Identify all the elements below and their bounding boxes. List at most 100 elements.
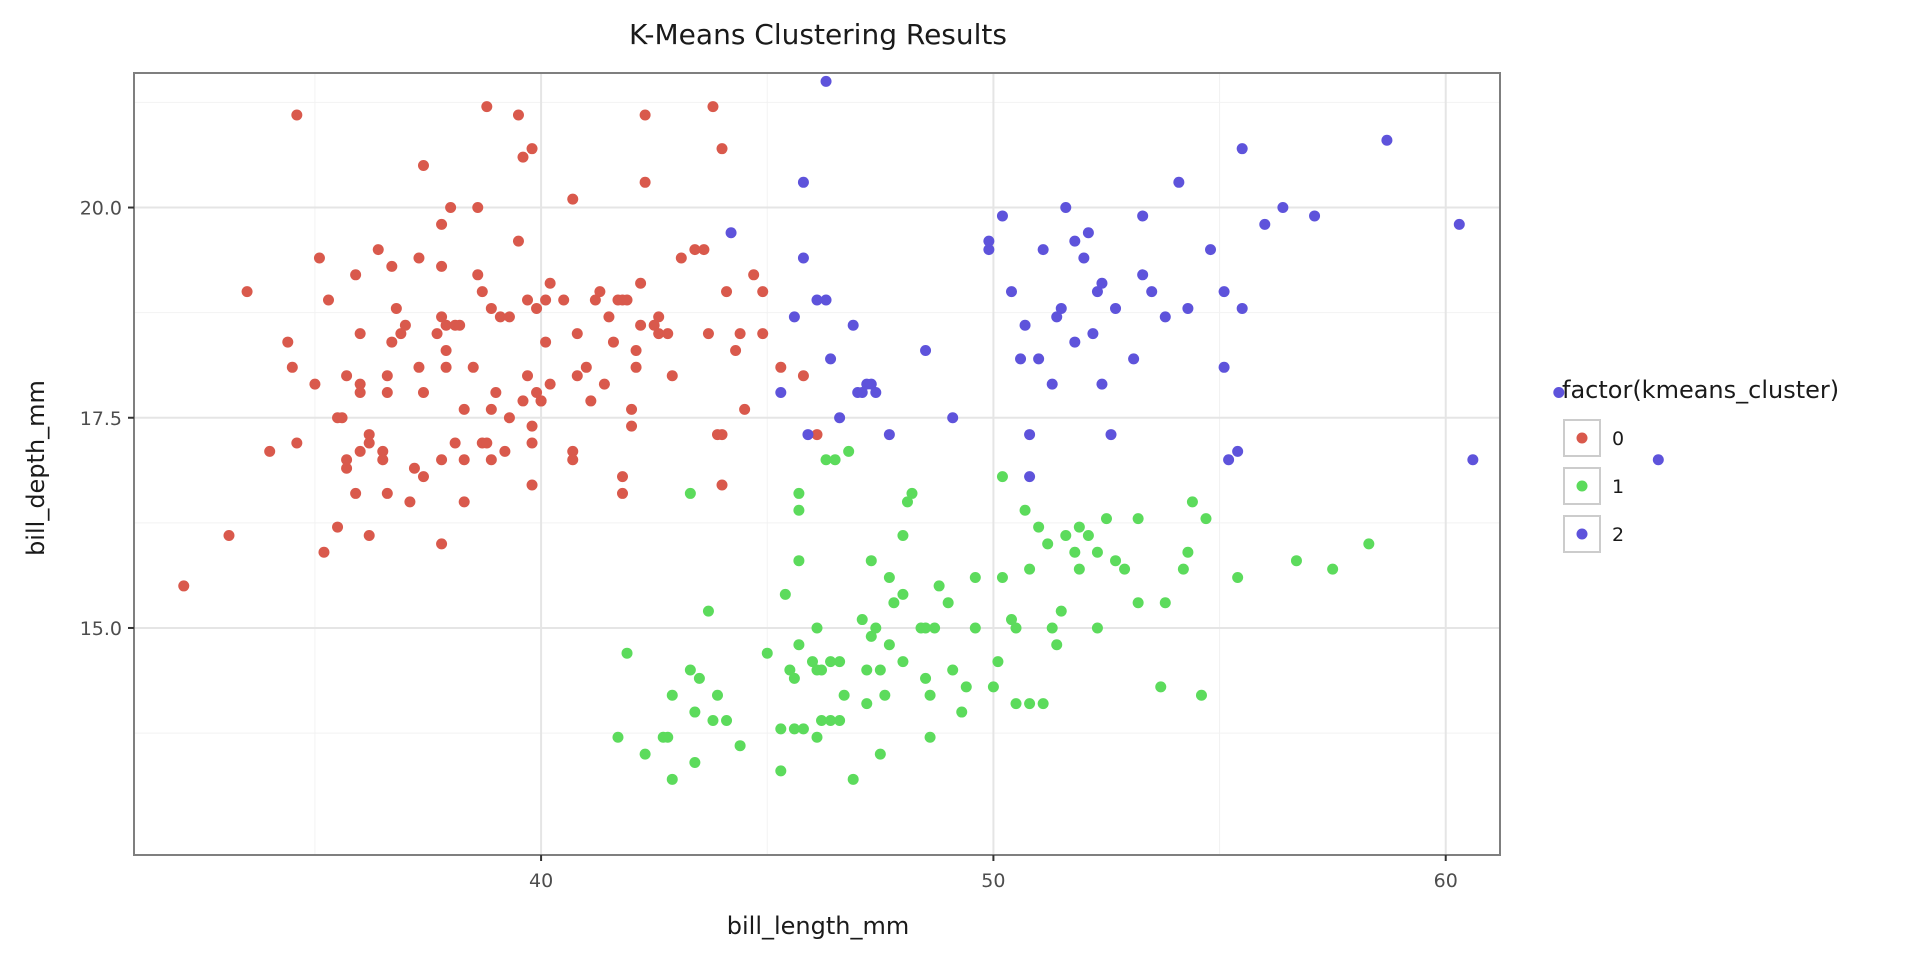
y-tick-label: 20.0 [80, 198, 122, 220]
data-point-cluster-0 [571, 328, 583, 340]
data-point-cluster-2 [1055, 302, 1067, 314]
data-point-cluster-1 [920, 622, 932, 634]
data-point-cluster-2 [1096, 378, 1108, 390]
data-point-cluster-0 [381, 487, 393, 499]
data-point-cluster-2 [797, 176, 809, 188]
data-point-cluster-2 [1182, 302, 1194, 314]
data-point-cluster-1 [1132, 597, 1144, 609]
data-point-cluster-2 [1091, 286, 1103, 298]
data-point-cluster-0 [178, 580, 190, 592]
data-point-cluster-1 [666, 773, 678, 785]
data-point-cluster-1 [793, 555, 805, 567]
data-point-cluster-2 [1024, 471, 1036, 483]
data-point-cluster-2 [1467, 454, 1479, 466]
data-point-cluster-2 [1037, 244, 1049, 256]
data-point-cluster-1 [621, 647, 633, 659]
legend-marker-0 [1576, 432, 1588, 444]
legend-label-1: 1 [1612, 476, 1624, 498]
data-point-cluster-1 [1155, 681, 1167, 693]
data-point-cluster-1 [702, 605, 714, 617]
data-point-cluster-0 [526, 420, 538, 432]
data-point-cluster-1 [788, 723, 800, 735]
data-point-cluster-2 [1005, 286, 1017, 298]
data-point-cluster-0 [454, 319, 466, 331]
data-point-cluster-0 [399, 319, 411, 331]
data-point-cluster-0 [341, 370, 353, 382]
data-point-cluster-0 [395, 328, 407, 340]
data-point-cluster-1 [1290, 555, 1302, 567]
data-point-cluster-0 [313, 252, 325, 264]
data-point-cluster-1 [992, 656, 1004, 668]
data-point-cluster-2 [1236, 143, 1248, 155]
data-point-cluster-2 [1259, 218, 1271, 230]
data-point-cluster-1 [847, 773, 859, 785]
data-point-cluster-1 [811, 731, 823, 743]
x-tick-label: 40 [529, 870, 553, 892]
series-0-points [178, 101, 823, 592]
data-point-cluster-0 [386, 336, 398, 348]
data-point-cluster-1 [856, 614, 868, 626]
data-point-cluster-1 [684, 664, 696, 676]
data-point-cluster-1 [1005, 614, 1017, 626]
data-point-cluster-0 [635, 319, 647, 331]
data-point-cluster-1 [797, 723, 809, 735]
data-point-cluster-1 [693, 672, 705, 684]
data-point-cluster-0 [721, 286, 733, 298]
data-point-cluster-1 [1186, 496, 1198, 508]
data-point-cluster-2 [1218, 361, 1230, 373]
data-point-cluster-0 [535, 395, 547, 407]
data-point-cluster-2 [983, 244, 995, 256]
data-point-cluster-1 [1033, 521, 1045, 533]
data-point-cluster-0 [648, 319, 660, 331]
data-point-cluster-0 [490, 387, 502, 399]
legend-marker-1 [1576, 480, 1588, 492]
data-point-cluster-0 [531, 387, 543, 399]
data-point-cluster-1 [1037, 698, 1049, 710]
data-point-cluster-0 [517, 151, 529, 163]
data-point-cluster-0 [522, 370, 534, 382]
data-point-cluster-0 [309, 378, 321, 390]
data-point-cluster-0 [449, 437, 461, 449]
data-point-cluster-1 [1091, 622, 1103, 634]
data-point-cluster-1 [662, 731, 674, 743]
data-point-cluster-1 [1363, 538, 1375, 550]
data-point-cluster-0 [558, 294, 570, 306]
data-point-cluster-2 [1309, 210, 1321, 222]
data-point-cluster-2 [1046, 378, 1058, 390]
data-point-cluster-1 [689, 706, 701, 718]
data-point-cluster-2 [802, 429, 814, 441]
data-point-cluster-0 [436, 218, 448, 230]
data-point-cluster-1 [933, 580, 945, 592]
data-point-cluster-1 [960, 681, 972, 693]
data-point-cluster-0 [436, 260, 448, 272]
data-point-cluster-1 [924, 731, 936, 743]
data-point-cluster-1 [1069, 546, 1081, 558]
data-point-cluster-1 [1060, 529, 1072, 541]
data-point-cluster-0 [318, 546, 330, 558]
data-point-cluster-2 [1019, 319, 1031, 331]
data-point-cluster-2 [1015, 353, 1027, 365]
data-point-cluster-2 [1069, 235, 1081, 247]
data-point-cluster-0 [666, 370, 678, 382]
data-point-cluster-1 [834, 714, 846, 726]
data-point-cluster-1 [829, 454, 841, 466]
data-point-cluster-0 [621, 294, 633, 306]
data-point-cluster-2 [1060, 202, 1072, 214]
data-point-cluster-0 [702, 328, 714, 340]
data-point-cluster-0 [381, 387, 393, 399]
data-point-cluster-1 [689, 757, 701, 769]
data-point-cluster-0 [675, 252, 687, 264]
data-point-cluster-0 [698, 244, 710, 256]
data-point-cluster-2 [1128, 353, 1140, 365]
data-point-cluster-2 [856, 387, 868, 399]
data-point-cluster-1 [861, 664, 873, 676]
data-point-cluster-2 [1173, 176, 1185, 188]
data-point-cluster-1 [1177, 563, 1189, 575]
y-axis-title: bill_depth_mm [22, 380, 50, 556]
data-point-cluster-2 [1205, 244, 1217, 256]
data-point-cluster-0 [653, 328, 665, 340]
x-axis-title: bill_length_mm [727, 912, 910, 940]
data-point-cluster-1 [816, 664, 828, 676]
data-point-cluster-2 [1137, 210, 1149, 222]
data-point-cluster-1 [775, 765, 787, 777]
